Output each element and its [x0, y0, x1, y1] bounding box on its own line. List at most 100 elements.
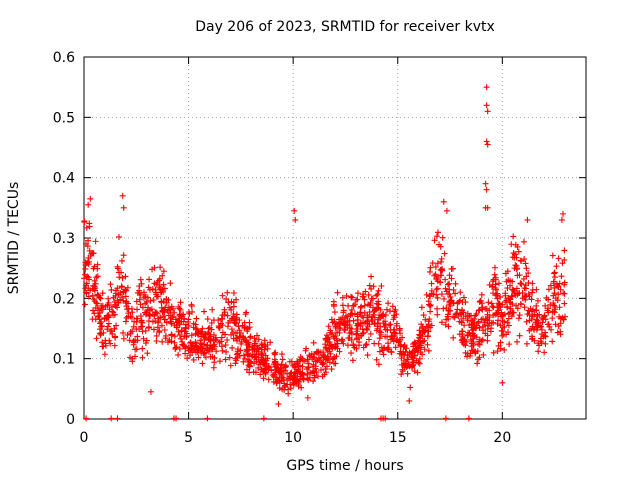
data-point	[278, 361, 285, 368]
data-point	[122, 273, 129, 280]
data-point	[345, 302, 352, 309]
data-point	[425, 347, 432, 354]
data-point	[463, 338, 470, 345]
data-point	[102, 342, 109, 349]
data-point	[553, 281, 560, 288]
data-point	[518, 258, 525, 265]
outlier-point	[147, 388, 154, 395]
data-point	[110, 294, 117, 301]
data-point	[279, 356, 286, 363]
data-point	[128, 314, 135, 321]
data-point	[137, 276, 144, 283]
data-point	[170, 313, 177, 320]
data-point	[532, 319, 539, 326]
data-point	[252, 338, 259, 345]
data-point	[92, 238, 99, 245]
data-point	[149, 318, 156, 325]
data-point	[486, 314, 493, 321]
outlier-point	[304, 394, 311, 401]
data-point	[497, 322, 504, 329]
data-point	[82, 262, 89, 269]
data-point	[190, 320, 197, 327]
data-point	[529, 323, 536, 330]
data-point	[188, 332, 195, 339]
data-point	[470, 330, 477, 337]
data-point	[501, 323, 508, 330]
data-point	[508, 293, 515, 300]
data-point	[486, 307, 493, 314]
data-point	[431, 237, 438, 244]
x-tick-label: 15	[389, 430, 407, 446]
data-point	[357, 332, 364, 339]
data-point	[104, 323, 111, 330]
data-point	[368, 295, 375, 302]
data-point	[96, 294, 103, 301]
data-point	[466, 312, 473, 319]
data-point	[506, 341, 513, 348]
data-point	[426, 292, 433, 299]
data-point	[85, 237, 92, 244]
data-point	[141, 309, 148, 316]
data-point	[294, 358, 301, 365]
data-point	[373, 356, 380, 363]
data-point	[529, 306, 536, 313]
data-point	[105, 320, 112, 327]
data-point	[272, 376, 279, 383]
data-point	[407, 384, 414, 391]
data-point	[237, 347, 244, 354]
data-point	[158, 304, 165, 311]
data-point	[297, 362, 304, 369]
data-point	[233, 335, 240, 342]
data-point	[365, 291, 372, 298]
data-point	[255, 336, 262, 343]
data-point	[227, 362, 234, 369]
data-point	[420, 328, 427, 335]
data-point	[109, 308, 116, 315]
data-point	[535, 340, 542, 347]
data-point	[534, 324, 541, 331]
data-point	[429, 260, 436, 267]
data-point	[438, 319, 445, 326]
data-point	[99, 343, 106, 350]
data-point	[133, 298, 140, 305]
data-point	[162, 316, 169, 323]
data-point	[490, 349, 497, 356]
data-point	[419, 351, 426, 358]
data-point	[287, 385, 294, 392]
data-point	[154, 318, 161, 325]
data-point	[504, 268, 511, 275]
data-point	[362, 288, 369, 295]
data-point	[244, 328, 251, 335]
data-point	[376, 348, 383, 355]
data-point	[490, 290, 497, 297]
data-point	[485, 299, 492, 306]
data-point	[371, 314, 378, 321]
grid-lines	[84, 57, 586, 419]
data-point	[339, 315, 346, 322]
data-point	[452, 280, 459, 287]
data-point	[492, 286, 499, 293]
data-point	[531, 337, 538, 344]
data-point	[357, 323, 364, 330]
data-point	[541, 312, 548, 319]
data-point	[390, 327, 397, 334]
data-point	[375, 287, 382, 294]
data-point	[388, 333, 395, 340]
data-point	[472, 325, 479, 332]
data-point	[492, 276, 499, 283]
data-point	[215, 324, 222, 331]
data-point	[83, 290, 90, 297]
data-point	[519, 289, 526, 296]
data-point	[521, 293, 528, 300]
x-tick-label: 10	[284, 430, 302, 446]
data-point	[433, 286, 440, 293]
data-point	[440, 296, 447, 303]
x-tick-label: 5	[184, 430, 193, 446]
data-point	[115, 291, 122, 298]
data-point	[326, 345, 333, 352]
data-point	[344, 313, 351, 320]
data-point	[229, 344, 236, 351]
data-point	[334, 337, 341, 344]
data-point	[459, 299, 466, 306]
data-point	[278, 351, 285, 358]
